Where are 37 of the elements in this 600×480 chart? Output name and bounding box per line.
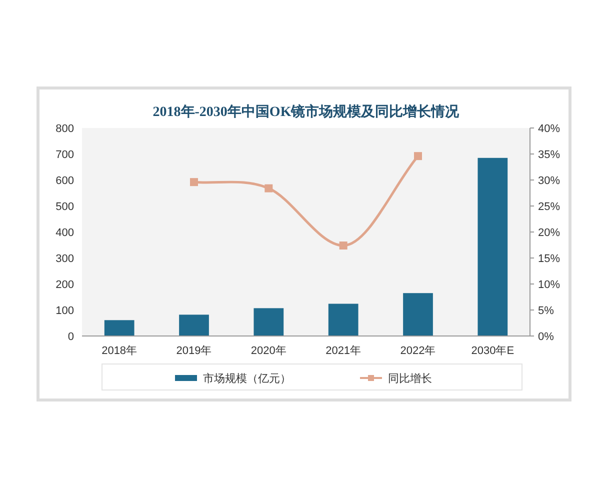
bar — [104, 320, 134, 336]
y-tick-label: 500 — [56, 201, 74, 213]
y-tick-label: 700 — [56, 149, 74, 161]
x-tick-label: 2019年 — [176, 345, 212, 357]
y2-tick-label: 15% — [538, 253, 560, 265]
y2-tick-label: 35% — [538, 149, 560, 161]
y-tick-label: 300 — [56, 253, 74, 265]
legend-label: 同比增长 — [388, 372, 432, 385]
bar — [179, 314, 209, 336]
y2-tick-label: 0% — [538, 331, 554, 343]
bar — [328, 304, 358, 336]
point — [414, 152, 422, 160]
x-tick-label: 2030年E — [471, 345, 514, 357]
point — [190, 178, 198, 186]
bar — [254, 308, 284, 336]
x-tick-label: 2020年 — [250, 345, 286, 357]
bar — [403, 293, 433, 336]
y2-tick-label: 10% — [538, 279, 560, 291]
y-tick-label: 200 — [56, 279, 74, 291]
y2-tick-label: 25% — [538, 201, 560, 213]
bar — [478, 158, 508, 336]
x-tick-label: 2018年 — [102, 345, 138, 357]
y2-tick-label: 30% — [538, 175, 560, 187]
point — [339, 242, 348, 250]
y-tick-label: 400 — [56, 227, 74, 239]
x-tick-label: 2021年 — [326, 345, 362, 357]
y2-tick-label: 5% — [538, 305, 554, 317]
legend-label: 市场规模（亿元） — [203, 372, 291, 385]
y-tick-label: 100 — [56, 305, 74, 317]
y2-tick-label: 20% — [538, 227, 560, 239]
y2-tick-label: 40% — [538, 123, 560, 135]
y-tick-label: 800 — [56, 123, 74, 135]
y-tick-label: 0 — [68, 331, 74, 343]
chart-title: 2018年-2030年中国OK镜市场规模及同比增长情况 — [152, 103, 460, 120]
y-tick-label: 600 — [56, 175, 74, 187]
x-tick-label: 2022年 — [400, 345, 436, 357]
point — [264, 184, 273, 192]
